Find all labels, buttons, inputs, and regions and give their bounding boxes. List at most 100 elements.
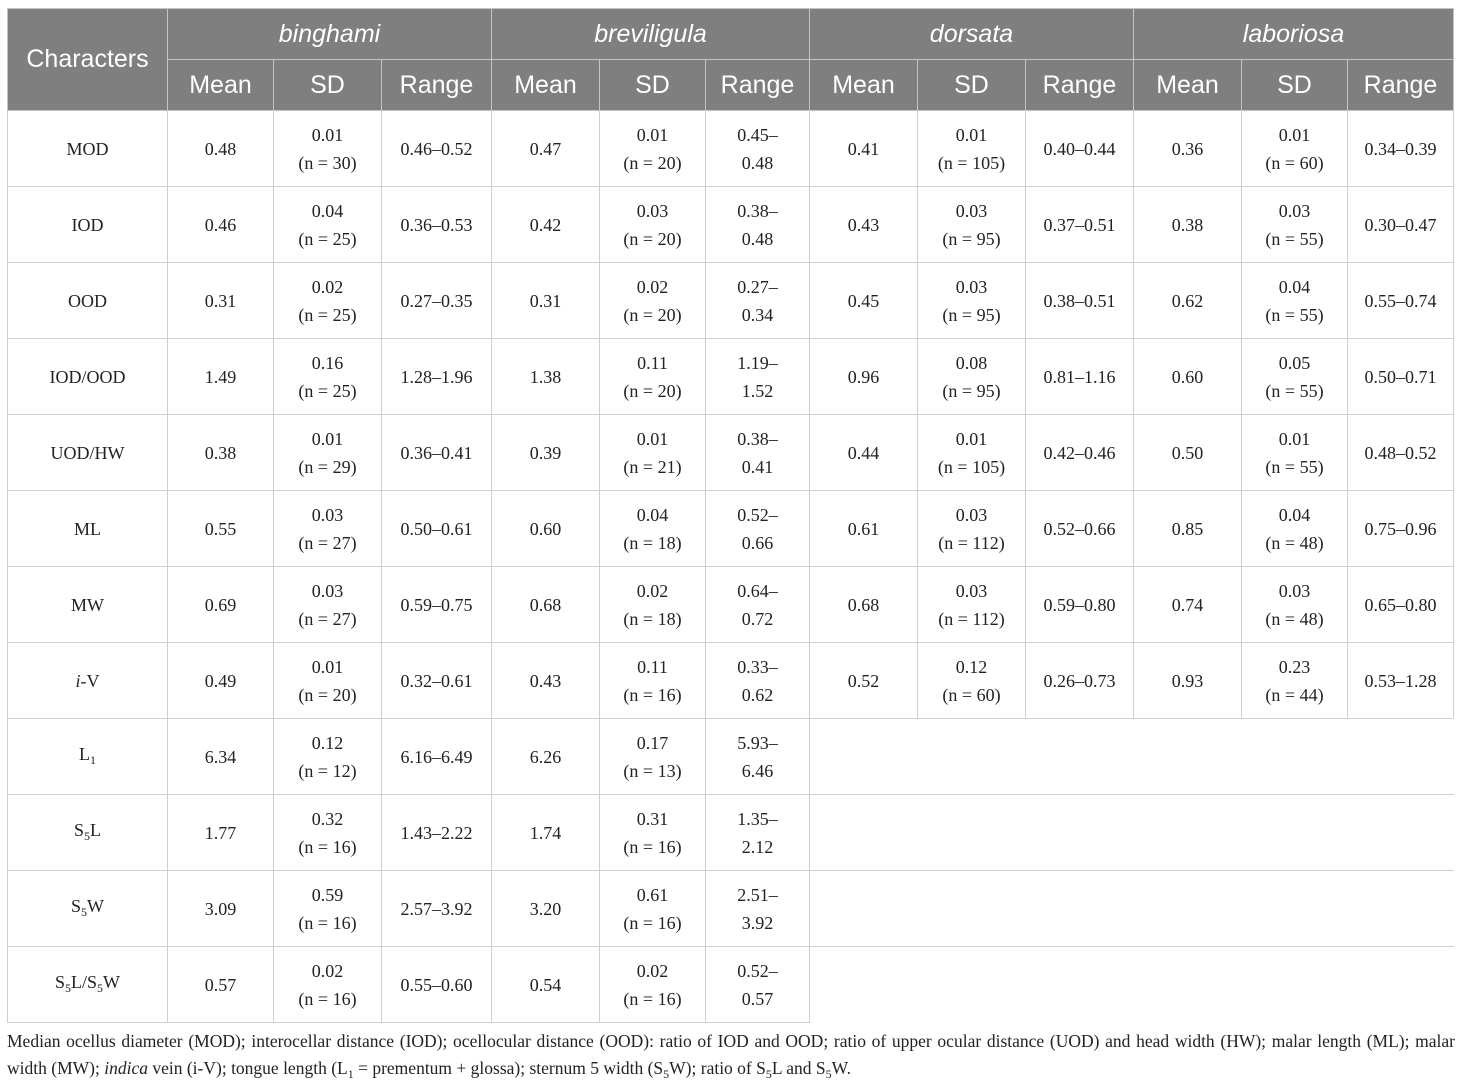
table-row: L1 6.34 0.12 (n = 12) 6.16–6.49 6.26 0.17 (n = … (7, 718, 1454, 795)
range-cell: 0.81–1.16 (1025, 338, 1134, 415)
range-cell: 0.32–0.61 (381, 642, 492, 719)
mean-cell: 0.41 (809, 110, 918, 187)
mean-cell: 0.49 (167, 642, 274, 719)
mean-cell: 0.43 (491, 642, 600, 719)
table-row: i-V 0.49 0.01 (n = 20) 0.32–0.61 0.43 0.11 (n =… (7, 642, 1454, 719)
mean-cell: 0.31 (491, 262, 600, 339)
sd-cell: 0.01 (n = 21) (599, 414, 706, 491)
character-label: MOD (7, 110, 168, 187)
sd-cell: 0.03 (n = 112) (917, 490, 1026, 567)
range-cell: 0.55–0.60 (381, 946, 492, 1023)
sd-cell: 0.61 (n = 16) (599, 870, 706, 947)
mean-cell: 1.38 (491, 338, 600, 415)
species-header-dorsata: dorsata (809, 8, 1134, 60)
table-footnote: Median ocellus diameter (MOD); interocel… (7, 1031, 1455, 1081)
sd-cell: 0.01 (n = 20) (599, 110, 706, 187)
mean-cell: 0.47 (491, 110, 600, 187)
mean-cell: 1.77 (167, 794, 274, 871)
species-header-laboriosa: laboriosa (1133, 8, 1454, 60)
range-cell: 0.38– 0.41 (705, 414, 810, 491)
sd-cell: 0.59 (n = 16) (273, 870, 382, 947)
range-cell: 0.53–1.28 (1347, 642, 1454, 719)
sd-header: SD (273, 59, 382, 111)
character-label: ML (7, 490, 168, 567)
range-cell: 1.35– 2.12 (705, 794, 810, 871)
mean-cell: 0.48 (167, 110, 274, 187)
sd-cell: 0.02 (n = 18) (599, 566, 706, 643)
range-cell: 0.36–0.41 (381, 414, 492, 491)
mean-cell: 3.20 (491, 870, 600, 947)
table-row: OOD 0.31 0.02 (n = 25) 0.27–0.35 0.31 0.02 (n =… (7, 262, 1454, 339)
range-cell: 0.52–0.66 (1025, 490, 1134, 567)
range-cell: 0.30–0.47 (1347, 186, 1454, 263)
range-cell: 0.52– 0.57 (705, 946, 810, 1023)
sd-cell: 0.04 (n = 48) (1241, 490, 1348, 567)
sd-header: SD (1241, 59, 1348, 111)
range-cell: 0.33– 0.62 (705, 642, 810, 719)
mean-cell: 0.74 (1133, 566, 1242, 643)
species-header-row: Characters binghami breviligula dorsata … (7, 8, 1454, 111)
range-cell: 0.26–0.73 (1025, 642, 1134, 719)
table-row: IOD 0.46 0.04 (n = 25) 0.36–0.53 0.42 0.03 (n =… (7, 186, 1454, 263)
range-cell: 0.64– 0.72 (705, 566, 810, 643)
mean-header: Mean (491, 59, 600, 111)
sd-cell: 0.03 (n = 55) (1241, 186, 1348, 263)
range-cell: 0.42–0.46 (1025, 414, 1134, 491)
stat-header-row: Mean SD Range Mean SD Range Mean SD Rang… (8, 59, 1454, 111)
empty-cell (809, 870, 1454, 947)
range-cell: 2.51– 3.92 (705, 870, 810, 947)
range-cell: 0.50–0.61 (381, 490, 492, 567)
range-header: Range (381, 59, 492, 111)
character-label: S5L/S5W (7, 946, 168, 1023)
range-cell: 0.34–0.39 (1347, 110, 1454, 187)
mean-cell: 0.57 (167, 946, 274, 1023)
range-cell: 0.38–0.51 (1025, 262, 1134, 339)
sd-cell: 0.05 (n = 55) (1241, 338, 1348, 415)
character-label: L1 (7, 718, 168, 795)
mean-cell: 0.85 (1133, 490, 1242, 567)
range-cell: 0.27–0.35 (381, 262, 492, 339)
sd-header: SD (917, 59, 1026, 111)
range-cell: 1.19– 1.52 (705, 338, 810, 415)
range-cell: 0.75–0.96 (1347, 490, 1454, 567)
range-cell: 0.46–0.52 (381, 110, 492, 187)
character-label: UOD/HW (7, 414, 168, 491)
mean-cell: 0.60 (491, 490, 600, 567)
mean-cell: 0.69 (167, 566, 274, 643)
sd-header: SD (599, 59, 706, 111)
mean-cell: 0.42 (491, 186, 600, 263)
range-cell: 0.59–0.80 (1025, 566, 1134, 643)
mean-cell: 0.96 (809, 338, 918, 415)
species-header-binghami: binghami (167, 8, 492, 60)
range-cell: 0.50–0.71 (1347, 338, 1454, 415)
mean-cell: 0.68 (809, 566, 918, 643)
range-cell: 6.16–6.49 (381, 718, 492, 795)
range-cell: 0.40–0.44 (1025, 110, 1134, 187)
sd-cell: 0.03 (n = 112) (917, 566, 1026, 643)
range-cell: 0.48–0.52 (1347, 414, 1454, 491)
character-label: i-V (7, 642, 168, 719)
empty-cell (809, 718, 1454, 795)
range-cell: 0.37–0.51 (1025, 186, 1134, 263)
sd-cell: 0.31 (n = 16) (599, 794, 706, 871)
range-cell: 0.27– 0.34 (705, 262, 810, 339)
range-cell: 0.36–0.53 (381, 186, 492, 263)
characters-header: Characters (7, 8, 168, 111)
table-row: S5W 3.09 0.59 (n = 16) 2.57–3.92 3.20 0.61 (n =… (7, 870, 1454, 947)
empty-cell (809, 794, 1454, 871)
sd-cell: 0.03 (n = 27) (273, 566, 382, 643)
range-header: Range (1025, 59, 1134, 111)
character-label: MW (7, 566, 168, 643)
sd-cell: 0.04 (n = 25) (273, 186, 382, 263)
sd-cell: 0.01 (n = 20) (273, 642, 382, 719)
sd-cell: 0.02 (n = 16) (599, 946, 706, 1023)
mean-header: Mean (809, 59, 918, 111)
table-row: IOD/OOD 1.49 0.16 (n = 25) 1.28–1.96 1.38 0.11… (7, 338, 1454, 415)
sd-cell: 0.08 (n = 95) (917, 338, 1026, 415)
mean-cell: 0.38 (167, 414, 274, 491)
sd-cell: 0.01 (n = 105) (917, 414, 1026, 491)
range-cell: 0.52–0.66 (705, 490, 810, 567)
sd-cell: 0.17 (n = 13) (599, 718, 706, 795)
sd-cell: 0.01 (n = 60) (1241, 110, 1348, 187)
character-label: S5W (7, 870, 168, 947)
